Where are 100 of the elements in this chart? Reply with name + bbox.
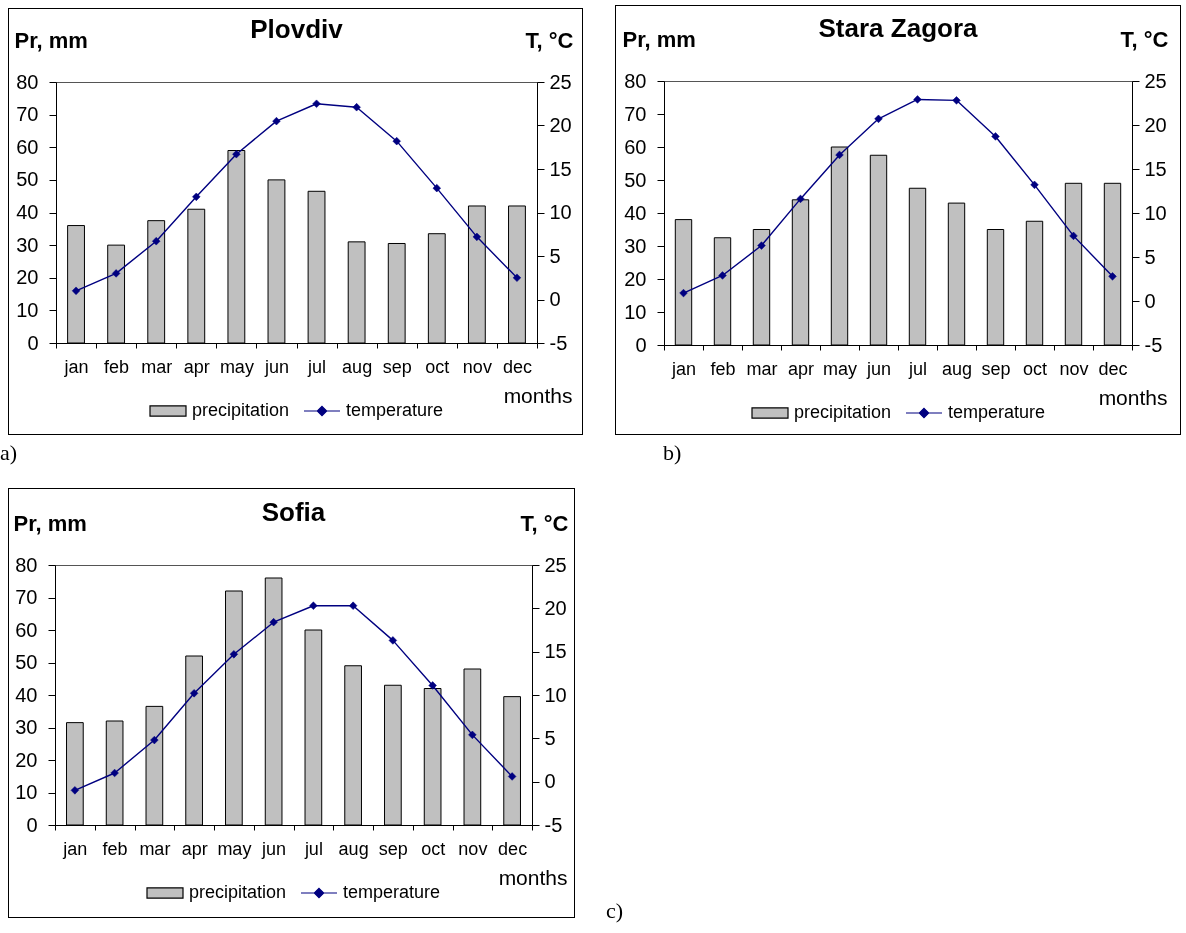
x-tick-label: aug <box>338 838 369 859</box>
point <box>71 286 81 295</box>
y2-tick-label: 20 <box>549 114 572 136</box>
x-tick-label: jul <box>307 356 327 377</box>
point <box>232 150 241 159</box>
y-tick-label: 10 <box>16 298 39 321</box>
x-tick-label: jan <box>670 358 697 379</box>
y2-tick-label: 0 <box>544 770 556 793</box>
x-tick-label: jan <box>62 838 88 859</box>
text: b) <box>663 440 682 465</box>
chart-title: Stara Zagora <box>818 13 979 43</box>
chart-title: Sofia <box>261 497 326 527</box>
y2-tick-label: 0 <box>549 288 561 310</box>
x-tick-label: jun <box>261 838 287 859</box>
x-tick-label: oct <box>1022 358 1048 379</box>
x-tick-label: mar <box>141 356 173 377</box>
point <box>757 241 766 250</box>
y-tick-label: 0 <box>26 813 38 836</box>
x-tick-label: mar <box>746 358 778 379</box>
x-tick-label: jun <box>263 356 289 377</box>
x-axis-title: months <box>498 865 568 889</box>
y2-tick-label: 15 <box>1144 157 1167 180</box>
legend-label: precipitation <box>189 882 287 902</box>
point <box>913 95 922 104</box>
y2-tick-label: 5 <box>1144 245 1156 268</box>
x-tick-label: apr <box>181 838 208 859</box>
y2-tick-label: 25 <box>544 553 567 576</box>
x-tick-label: may <box>219 356 254 377</box>
point <box>190 689 199 698</box>
y-tick-label: 20 <box>624 267 647 290</box>
point <box>991 132 1000 141</box>
x-tick-label: nov <box>458 838 488 859</box>
legend-label: temperature <box>343 882 441 902</box>
x-axis-title: months <box>503 383 573 407</box>
x-tick-label: dec <box>502 356 532 377</box>
x-tick-label: may <box>822 358 858 379</box>
point <box>152 237 161 246</box>
x-tick-label: dec <box>1098 358 1128 379</box>
text: a) <box>0 440 18 465</box>
point <box>874 114 883 123</box>
y2-tick-label: 15 <box>549 157 572 180</box>
x-tick-label: apr <box>787 358 815 379</box>
point <box>272 117 281 126</box>
x-tick-label: sep <box>981 358 1011 379</box>
point <box>718 271 727 280</box>
y-tick-label: 20 <box>16 266 39 289</box>
point <box>269 618 278 627</box>
y2-tick-label: -5 <box>1144 333 1163 356</box>
point <box>110 768 119 778</box>
y2-tick-label: 10 <box>544 683 567 706</box>
x-tick-label: jul <box>303 838 323 859</box>
y-tick-label: 50 <box>16 168 39 191</box>
x-tick-label: oct <box>421 838 446 859</box>
x-tick-label: mar <box>139 838 171 859</box>
y2-tick-label: 0 <box>1144 289 1156 312</box>
point <box>508 772 517 781</box>
y-tick-label: 60 <box>15 618 38 641</box>
y2-tick-label: 20 <box>544 596 567 619</box>
y-tick-label: 40 <box>16 201 39 223</box>
y-tick-label: 30 <box>15 716 38 738</box>
y-tick-label: 70 <box>624 102 647 125</box>
x-tick-label: dec <box>498 838 528 859</box>
x-axis-title: months <box>1098 385 1168 409</box>
x-tick-label: jul <box>907 358 928 379</box>
point <box>392 137 401 146</box>
y-tick-label: 70 <box>16 103 39 126</box>
x-tick-label: feb <box>710 358 736 379</box>
point <box>1030 180 1039 189</box>
point <box>70 786 79 795</box>
y-tick-label: 30 <box>624 234 647 257</box>
point <box>432 184 441 193</box>
legend-label: precipitation <box>192 400 290 420</box>
point <box>349 601 358 610</box>
x-tick-label: aug <box>342 356 373 377</box>
x-tick-label: apr <box>183 356 210 377</box>
point <box>309 601 318 610</box>
y-tick-label: 50 <box>15 651 38 673</box>
x-tick-label: jan <box>63 356 89 377</box>
y-tick-label: 80 <box>15 553 38 576</box>
x-tick-label: may <box>217 838 252 859</box>
y2-tick-label: 20 <box>1144 113 1167 136</box>
y-tick-label: 40 <box>15 683 38 706</box>
legend-label: temperature <box>948 402 1046 422</box>
point <box>428 681 437 690</box>
point <box>512 273 522 282</box>
point <box>835 150 844 160</box>
y-tick-label: 70 <box>15 586 38 608</box>
x-tick-label: nov <box>462 356 492 377</box>
y-tick-label: 30 <box>16 233 39 256</box>
point <box>679 288 688 298</box>
x-tick-label: sep <box>382 356 412 377</box>
y-tick-label: 80 <box>624 69 647 92</box>
point <box>352 103 361 112</box>
y2-tick-label: 25 <box>549 70 572 93</box>
y2-tick-label: 25 <box>1144 69 1167 92</box>
y-tick-label: 80 <box>16 70 39 93</box>
point <box>112 269 121 278</box>
legend-label: precipitation <box>794 402 892 422</box>
chart-title: Plovdiv <box>250 14 344 44</box>
y-tick-label: 10 <box>624 300 647 323</box>
